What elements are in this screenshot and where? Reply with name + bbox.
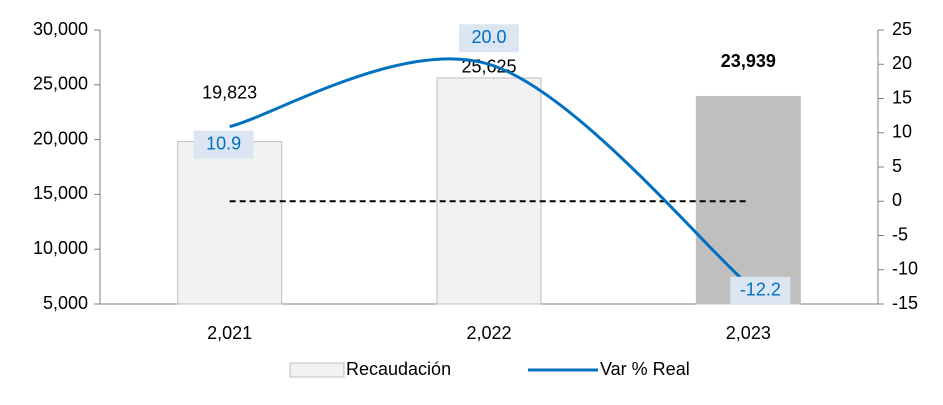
y2-tick-label: -10 <box>892 259 918 279</box>
bar <box>177 141 283 305</box>
bar <box>436 77 542 305</box>
y-tick-label: 25,000 <box>33 74 88 94</box>
bar-value-label: 23,939 <box>721 51 776 71</box>
y2-tick-label: -5 <box>892 224 908 244</box>
y-tick-label: 5,000 <box>43 293 88 313</box>
y2-tick-label: 25 <box>892 19 912 39</box>
legend-label: Recaudación <box>346 359 451 379</box>
x-tick-label: 2,022 <box>466 323 511 343</box>
legend-swatch <box>289 362 345 378</box>
line-value-label: 10.9 <box>206 133 241 153</box>
y2-tick-label: 10 <box>892 122 912 142</box>
bar <box>695 95 801 305</box>
y2-tick-label: -15 <box>892 293 918 313</box>
y2-tick-label: 0 <box>892 190 902 210</box>
y2-tick-label: 15 <box>892 87 912 107</box>
line-value-label: -12.2 <box>740 280 781 300</box>
x-tick-label: 2,023 <box>726 323 771 343</box>
y-tick-label: 30,000 <box>33 19 88 39</box>
y-tick-label: 10,000 <box>33 238 88 258</box>
y-tick-label: 20,000 <box>33 128 88 148</box>
line-label-box <box>193 130 254 159</box>
y2-tick-label: 5 <box>892 156 902 176</box>
line-value-label: 20.0 <box>471 27 506 47</box>
y-tick-label: 15,000 <box>33 183 88 203</box>
line <box>229 57 750 286</box>
y2-tick-label: 20 <box>892 53 912 73</box>
bar-value-label: 19,823 <box>202 82 257 102</box>
line-label-box <box>459 24 519 53</box>
x-tick-label: 2,021 <box>207 323 252 343</box>
legend-label: Var % Real <box>600 359 690 379</box>
line-label-box <box>730 276 791 305</box>
